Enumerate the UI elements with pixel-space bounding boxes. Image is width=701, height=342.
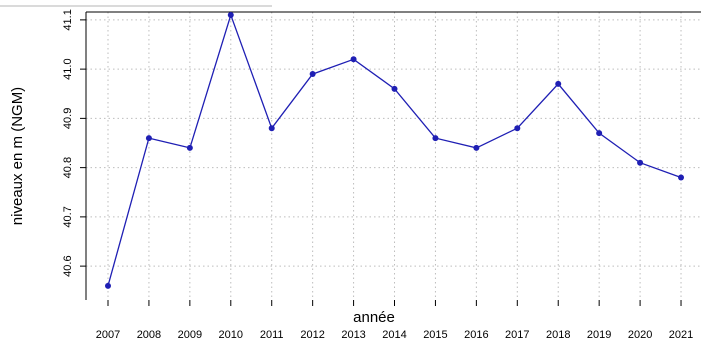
data-point bbox=[145, 135, 152, 142]
y-tick-label: 41.1 bbox=[62, 9, 74, 30]
y-tick-label: 40.8 bbox=[62, 157, 74, 178]
y-ticks: 40.6 40.7 40.8 40.9 41.0 41.1 bbox=[62, 9, 86, 277]
x-tick-label: 2020 bbox=[628, 329, 652, 341]
x-tick-label: 2019 bbox=[587, 329, 611, 341]
data-point bbox=[555, 80, 562, 87]
data-point bbox=[350, 56, 357, 63]
data-point bbox=[186, 144, 193, 151]
data-point bbox=[391, 85, 398, 92]
x-tick-label: 2010 bbox=[219, 329, 243, 341]
x-tick-label: 2015 bbox=[423, 329, 447, 341]
x-axis-label: année bbox=[353, 309, 395, 326]
y-tick-label: 40.6 bbox=[62, 255, 74, 276]
data-point bbox=[514, 125, 521, 132]
data-point bbox=[596, 130, 603, 137]
data-points bbox=[105, 11, 685, 289]
data-point bbox=[637, 159, 644, 166]
x-tick-label: 2012 bbox=[300, 329, 324, 341]
x-tick-label: 2007 bbox=[96, 329, 120, 341]
data-point bbox=[227, 11, 234, 18]
y-tick-label: 41.0 bbox=[62, 58, 74, 79]
y-axis-label: niveaux en m (NGM) bbox=[9, 87, 26, 225]
x-tick-label: 2014 bbox=[382, 329, 406, 341]
y-tick-label: 40.7 bbox=[62, 206, 74, 227]
x-tick-label: 2008 bbox=[137, 329, 161, 341]
x-tick-label: 2021 bbox=[669, 329, 693, 341]
x-tick-label: 2013 bbox=[341, 329, 365, 341]
data-point bbox=[678, 174, 685, 181]
data-point bbox=[268, 125, 275, 132]
x-tick-label: 2017 bbox=[505, 329, 529, 341]
x-tick-label: 2016 bbox=[464, 329, 488, 341]
data-point bbox=[309, 71, 316, 78]
axes bbox=[0, 5, 701, 300]
x-tick-label: 2018 bbox=[546, 329, 570, 341]
data-point bbox=[473, 144, 480, 151]
series-line bbox=[107, 12, 682, 286]
grid bbox=[86, 12, 701, 300]
x-ticks: 2007 2008 2009 2010 2011 2012 2013 2014 2015 2016… bbox=[96, 300, 693, 341]
x-tick-label: 2009 bbox=[178, 329, 202, 341]
data-point bbox=[432, 135, 439, 142]
y-tick-label: 40.9 bbox=[62, 108, 74, 129]
x-tick-label: 2011 bbox=[260, 329, 284, 341]
data-point bbox=[105, 282, 111, 289]
